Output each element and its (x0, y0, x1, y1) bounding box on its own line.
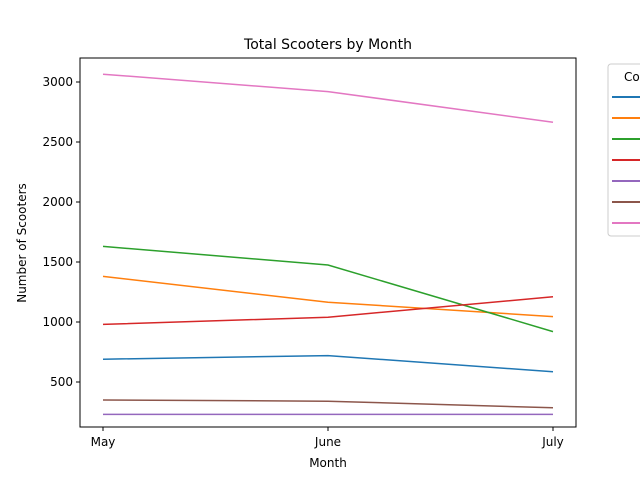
y-tick-label: 3000 (42, 75, 73, 89)
series-line-3 (102, 245, 554, 333)
y-tick-label: 500 (50, 375, 73, 389)
x-tick-label: July (541, 435, 564, 449)
y-tick-label: 2000 (42, 195, 73, 209)
legend: Co (607, 63, 640, 237)
y-tick-label: 2500 (42, 135, 73, 149)
x-axis-label: Month (309, 456, 347, 470)
legend-frame (607, 63, 640, 237)
legend-items (612, 96, 640, 224)
series-line-2 (102, 275, 554, 318)
x-axis: May June July (91, 427, 564, 449)
x-tick-label: June (314, 435, 341, 449)
axes-frame (79, 57, 577, 428)
y-tick-label: 1000 (42, 315, 73, 329)
series-line-4 (102, 296, 554, 326)
plot-area (102, 73, 554, 416)
y-axis: 500 1000 1500 2000 2500 3000 (42, 75, 80, 389)
y-axis-label: Number of Scooters (15, 183, 29, 303)
legend-title: Co (624, 70, 640, 84)
chart-title: Total Scooters by Month (243, 37, 412, 53)
series-line-7 (102, 73, 554, 123)
series-line-6 (102, 399, 554, 409)
x-tick-label: May (91, 435, 116, 449)
series-line-1 (102, 354, 554, 373)
y-tick-label: 1500 (42, 255, 73, 269)
